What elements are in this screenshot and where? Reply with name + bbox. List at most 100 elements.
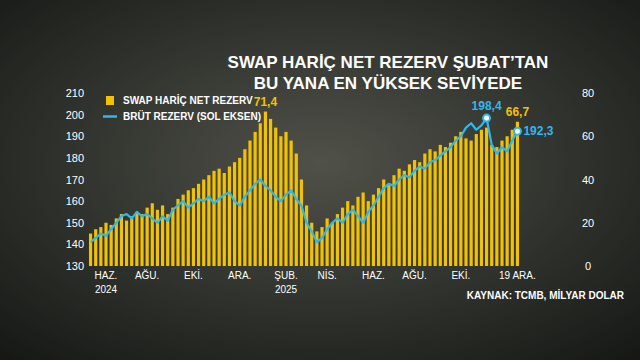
- y-tick-label: 140: [66, 238, 84, 250]
- point-marker: [483, 115, 490, 122]
- x-tick-label: HAZ.: [362, 270, 385, 281]
- title: SWAP HARİÇ NET REZERV ŞUBAT’TAN BU YANA E…: [228, 53, 549, 93]
- x-tick-line: ŞUB.: [274, 270, 297, 281]
- bar: [511, 130, 514, 266]
- x-tick-line: 2024: [95, 284, 118, 295]
- bar: [495, 147, 498, 266]
- bar: [295, 154, 298, 266]
- bar: [248, 141, 251, 266]
- bar: [408, 164, 411, 266]
- y-tick-label: 170: [66, 174, 84, 186]
- y-tick-label: 180: [66, 152, 84, 164]
- x-tick-label: ARA.: [228, 270, 251, 281]
- x-tick-line: AĞU.: [402, 269, 426, 281]
- point-marker: [514, 128, 521, 135]
- bar: [290, 141, 293, 266]
- bar: [387, 184, 390, 266]
- bar: [135, 212, 138, 266]
- x-tick-line: EKİ.: [184, 269, 203, 281]
- y2-tick-label: 0: [585, 260, 591, 272]
- bar: [300, 180, 303, 267]
- bar: [125, 221, 128, 266]
- bar: [506, 136, 509, 266]
- x-tick-label: EKİ.: [184, 269, 203, 281]
- bar: [284, 132, 287, 266]
- data-label: 192,3: [523, 124, 553, 138]
- data-labels: 71,466,7198,4192,3: [254, 95, 554, 139]
- bar: [423, 154, 426, 266]
- bar: [151, 203, 154, 266]
- bar: [356, 197, 359, 266]
- y-tick-label: 210: [66, 87, 84, 99]
- bar: [516, 122, 519, 266]
- bar: [428, 149, 431, 266]
- bar: [254, 132, 257, 266]
- bar: [238, 158, 241, 266]
- bar: [336, 214, 339, 266]
- bar: [475, 134, 478, 266]
- y-tick-label: 200: [66, 109, 84, 121]
- y2-tick-label: 80: [582, 87, 594, 99]
- bar: [94, 229, 97, 266]
- bar: [140, 214, 143, 266]
- bar: [187, 190, 190, 266]
- bar: [392, 175, 395, 266]
- bar: [454, 136, 457, 266]
- title-line: SWAP HARİÇ NET REZERV ŞUBAT’TAN: [228, 53, 549, 72]
- bar: [228, 167, 231, 266]
- y-tick-label: 160: [66, 195, 84, 207]
- bar: [398, 169, 401, 266]
- x-tick-label: 19 ARA.: [499, 270, 536, 281]
- bar: [192, 188, 195, 266]
- bar: [264, 112, 267, 266]
- legend-label: BRÜT REZERV (SOL EKSEN): [123, 110, 261, 122]
- x-tick-label: NİS.: [317, 269, 336, 281]
- legend-swatch: [106, 96, 114, 105]
- x-tick-line: 2025: [275, 284, 298, 295]
- bar: [182, 195, 185, 266]
- bar: [351, 205, 354, 266]
- x-tick-label: AĞU.: [135, 269, 159, 281]
- bar: [326, 218, 329, 266]
- bar: [500, 141, 503, 266]
- line: [91, 118, 518, 242]
- bar: [161, 205, 164, 266]
- bar: [176, 199, 179, 266]
- bar: [470, 141, 473, 266]
- y-tick-label: 150: [66, 217, 84, 229]
- title-line: BU YANA EN YÜKSEK SEVİYEDE: [254, 74, 522, 93]
- data-label: 71,4: [254, 95, 278, 109]
- x-tick-line: AĞU.: [135, 269, 159, 281]
- bar: [212, 171, 215, 266]
- bar: [403, 171, 406, 266]
- background: [0, 0, 640, 360]
- bar: [444, 147, 447, 266]
- data-label: 66,7: [506, 105, 530, 119]
- bar: [207, 175, 210, 266]
- bar: [459, 132, 462, 266]
- bar: [233, 162, 236, 266]
- plot-area: [89, 112, 519, 266]
- x-tick-line: 19 ARA.: [499, 270, 536, 281]
- bar: [341, 208, 344, 266]
- x-tick-line: HAZ.: [95, 270, 118, 281]
- bar: [485, 128, 488, 266]
- bar: [315, 231, 318, 266]
- x-tick-line: ARA.: [228, 270, 251, 281]
- bar: [130, 216, 133, 266]
- x-tick-line: HAZ.: [362, 270, 385, 281]
- bar: [171, 208, 174, 266]
- bar: [449, 143, 452, 266]
- bar: [120, 214, 123, 266]
- bar: [202, 180, 205, 267]
- bar: [346, 201, 349, 266]
- x-tick-label: EKİ.: [451, 269, 470, 281]
- bar: [243, 149, 246, 266]
- bar: [490, 145, 493, 266]
- bar: [89, 234, 92, 266]
- y2-tick-label: 20: [582, 217, 594, 229]
- legend-swatch: [103, 115, 117, 118]
- x-tick-line: NİS.: [317, 269, 336, 281]
- x-tick-label: HAZ. 2024: [95, 270, 118, 295]
- chart: SWAP HARİÇ NET REZERV ŞUBAT’TAN BU YANA E…: [0, 0, 640, 360]
